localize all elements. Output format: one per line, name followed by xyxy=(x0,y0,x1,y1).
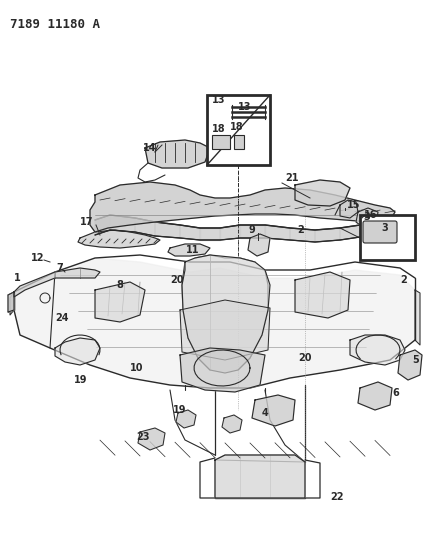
Bar xyxy=(207,95,270,165)
Text: 21: 21 xyxy=(285,173,298,183)
Text: 3: 3 xyxy=(363,212,370,222)
Text: 17: 17 xyxy=(80,217,93,227)
Text: 19: 19 xyxy=(173,405,187,415)
Polygon shape xyxy=(290,228,315,242)
Polygon shape xyxy=(375,220,390,234)
Text: 7189 11180 A: 7189 11180 A xyxy=(10,18,100,31)
Polygon shape xyxy=(220,225,240,240)
Text: 18: 18 xyxy=(212,124,226,134)
Polygon shape xyxy=(14,258,415,388)
Bar xyxy=(360,215,415,260)
Polygon shape xyxy=(340,200,358,218)
Text: 4: 4 xyxy=(262,408,269,418)
Polygon shape xyxy=(145,140,210,168)
Text: 16: 16 xyxy=(364,210,377,220)
Text: 12: 12 xyxy=(30,253,44,263)
Polygon shape xyxy=(168,244,210,256)
Polygon shape xyxy=(90,182,395,232)
Text: 8: 8 xyxy=(116,280,123,290)
Text: 2: 2 xyxy=(400,275,407,285)
Text: 5: 5 xyxy=(412,355,419,365)
Text: 14: 14 xyxy=(143,143,156,153)
Polygon shape xyxy=(78,230,160,248)
Bar xyxy=(234,135,244,149)
Text: 1: 1 xyxy=(14,273,21,283)
Text: 6: 6 xyxy=(392,388,399,398)
Text: 15: 15 xyxy=(347,200,360,210)
Text: 13: 13 xyxy=(212,95,226,105)
Polygon shape xyxy=(180,348,265,392)
Polygon shape xyxy=(248,234,270,256)
Polygon shape xyxy=(340,225,360,240)
Polygon shape xyxy=(360,222,375,237)
Text: 7: 7 xyxy=(56,263,63,273)
Text: 2: 2 xyxy=(297,225,304,235)
Text: 22: 22 xyxy=(330,492,344,502)
Polygon shape xyxy=(222,415,242,433)
Polygon shape xyxy=(8,292,14,312)
Polygon shape xyxy=(398,350,422,380)
Polygon shape xyxy=(180,225,200,240)
Polygon shape xyxy=(14,268,100,297)
Polygon shape xyxy=(265,225,290,240)
Polygon shape xyxy=(415,290,420,345)
Text: 19: 19 xyxy=(74,375,87,385)
Polygon shape xyxy=(315,228,340,242)
Polygon shape xyxy=(180,300,270,360)
Polygon shape xyxy=(200,228,220,240)
Polygon shape xyxy=(215,455,305,498)
Polygon shape xyxy=(135,218,155,236)
Text: 18: 18 xyxy=(230,122,244,132)
Text: 10: 10 xyxy=(130,363,143,373)
Text: 23: 23 xyxy=(136,432,149,442)
Text: 20: 20 xyxy=(298,353,312,363)
Bar xyxy=(212,135,230,149)
FancyBboxPatch shape xyxy=(363,221,397,243)
Polygon shape xyxy=(55,338,100,365)
Polygon shape xyxy=(350,335,405,365)
Polygon shape xyxy=(182,255,270,373)
Polygon shape xyxy=(95,215,110,235)
Polygon shape xyxy=(110,215,135,232)
Polygon shape xyxy=(240,225,265,238)
Text: 3: 3 xyxy=(381,223,388,233)
Polygon shape xyxy=(176,410,196,428)
Polygon shape xyxy=(138,428,165,450)
Polygon shape xyxy=(295,180,350,206)
Polygon shape xyxy=(95,282,145,322)
Text: 9: 9 xyxy=(248,225,255,235)
Text: 24: 24 xyxy=(55,313,68,323)
Polygon shape xyxy=(356,208,378,228)
Polygon shape xyxy=(155,222,180,238)
Text: 13: 13 xyxy=(238,102,252,112)
Polygon shape xyxy=(295,272,350,318)
Text: 11: 11 xyxy=(186,245,199,255)
Polygon shape xyxy=(252,395,295,426)
Polygon shape xyxy=(358,382,392,410)
Polygon shape xyxy=(10,292,14,315)
Text: 20: 20 xyxy=(170,275,184,285)
